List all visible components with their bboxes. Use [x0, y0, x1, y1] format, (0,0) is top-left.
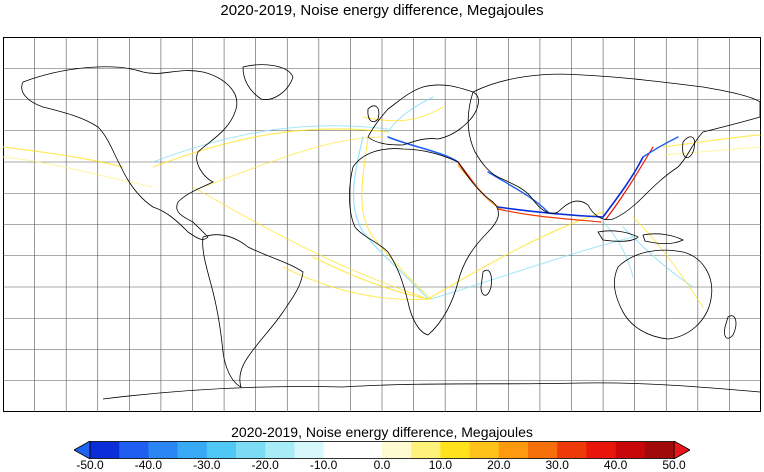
colorbar-tick-label: -50.0	[76, 458, 104, 472]
greenland-outline	[242, 64, 294, 100]
colorbar-bin	[382, 441, 412, 459]
colorbar-tick-label: -20.0	[251, 458, 279, 472]
colorbar-over-arrow	[673, 441, 690, 459]
shipping-lanes	[3, 96, 761, 308]
colorbar-bin	[90, 441, 120, 459]
colorbar-bin	[119, 441, 149, 459]
colorbar-bin	[206, 441, 237, 459]
colorbar-bin	[148, 441, 178, 459]
colorbar-bin	[352, 441, 383, 459]
colorbar-tick-label: 40.0	[603, 458, 628, 472]
north-america-outline	[21, 66, 238, 240]
graticule-grid	[3, 37, 761, 412]
europe-outline	[367, 84, 479, 146]
colorbar-tick-label: 30.0	[545, 458, 569, 472]
colorbar-bin	[323, 441, 354, 459]
colorbar-bin	[411, 441, 441, 459]
colorbar-bins	[90, 441, 675, 459]
colorbar-under-arrow	[74, 441, 91, 459]
new-guinea-outline	[642, 233, 684, 244]
colorbar-bin	[469, 441, 500, 459]
colorbar-bin	[644, 441, 675, 459]
madagascar-outline	[480, 269, 492, 296]
colorbar-tick-label: 20.0	[487, 458, 511, 472]
australia-outline	[613, 249, 713, 340]
colorbar-bin	[498, 441, 529, 459]
coastlines	[21, 64, 761, 400]
colorbar-tick-label: -30.0	[193, 458, 221, 472]
new-zealand-outline	[724, 315, 737, 339]
south-america-outline	[202, 234, 304, 388]
colorbar-border	[89, 441, 675, 459]
colorbar-bin	[440, 441, 470, 459]
colorbar-tick-labels: -50.0 -40.0 -30.0 -20.0 -10.0 0.0 10.0 20.0 30.0…	[0, 458, 764, 472]
asia-outline	[467, 73, 761, 221]
colorbar-tick-label: -10.0	[309, 458, 338, 472]
colorbar-bin	[177, 441, 208, 459]
indonesia-outline	[597, 230, 639, 242]
colorbar-bin	[615, 441, 646, 459]
colorbar-tick-label: 50.0	[662, 458, 686, 472]
colorbar	[74, 441, 690, 459]
colorbar-tick-label: 0.0	[373, 458, 391, 472]
japan-outline	[682, 136, 696, 159]
colorbar-bin	[528, 441, 558, 459]
colorbar-bin	[557, 441, 587, 459]
colorbar-bin	[265, 441, 295, 459]
colorbar-bin	[294, 441, 324, 459]
colorbar-bin	[236, 441, 266, 459]
british-isles-outline	[367, 105, 380, 123]
colorbar-bin	[586, 441, 616, 459]
colorbar-tick-label: -40.0	[134, 458, 163, 472]
antarctica-outline	[102, 382, 761, 400]
world-map	[3, 37, 761, 412]
map-title: 2020-2019, Noise energy difference, Mega…	[220, 2, 544, 19]
africa-outline	[349, 148, 499, 336]
colorbar-title: 2020-2019, Noise energy difference, Mega…	[231, 424, 533, 440]
colorbar-tick-label: 10.0	[428, 458, 453, 472]
